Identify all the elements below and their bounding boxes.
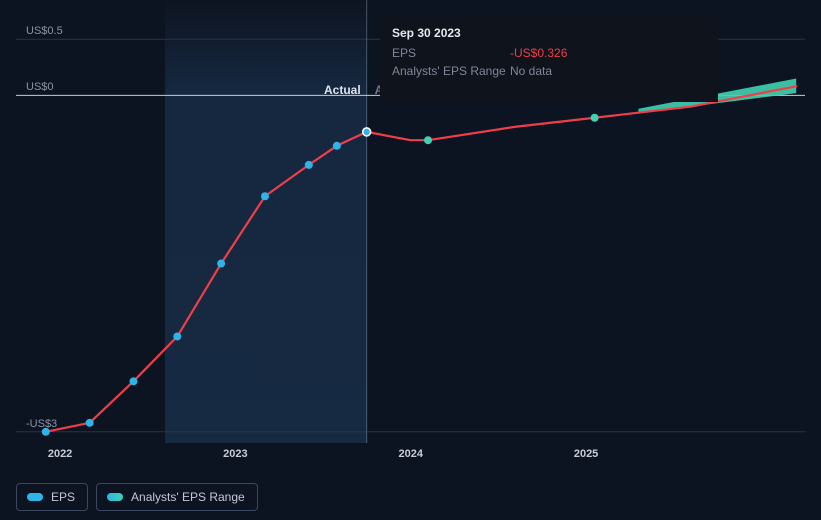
legend-item-eps[interactable]: EPS xyxy=(16,483,88,511)
actual-label: Actual xyxy=(324,83,361,97)
legend-swatch-eps xyxy=(27,493,43,501)
tooltip-key: EPS xyxy=(392,46,510,60)
tooltip: Sep 30 2023 EPS-US$0.326Analysts' EPS Ra… xyxy=(380,18,718,102)
y-axis-label: US$0 xyxy=(26,81,54,93)
tooltip-title: Sep 30 2023 xyxy=(392,26,706,44)
tooltip-row: Analysts' EPS RangeNo data xyxy=(392,62,706,80)
legend-label: Analysts' EPS Range xyxy=(131,490,245,504)
x-axis-label: 2025 xyxy=(574,448,598,460)
eps-chart: Actual Analysts Forecasts -US$3US$0US$0.… xyxy=(0,0,821,520)
tooltip-value: -US$0.326 xyxy=(510,46,567,60)
x-axis-label: 2024 xyxy=(399,448,423,460)
legend: EPS Analysts' EPS Range xyxy=(16,483,258,511)
tooltip-key: Analysts' EPS Range xyxy=(392,64,510,78)
tooltip-row: EPS-US$0.326 xyxy=(392,44,706,62)
x-axis-label: 2023 xyxy=(223,448,247,460)
y-axis-label: US$0.5 xyxy=(26,25,63,37)
legend-label: EPS xyxy=(51,490,75,504)
x-axis: 2022 2023 2024 2025 xyxy=(16,448,805,468)
y-axis-label: -US$3 xyxy=(26,418,57,430)
x-axis-label: 2022 xyxy=(48,448,72,460)
tooltip-value: No data xyxy=(510,64,552,78)
legend-item-range[interactable]: Analysts' EPS Range xyxy=(96,483,258,511)
legend-swatch-range xyxy=(107,493,123,501)
